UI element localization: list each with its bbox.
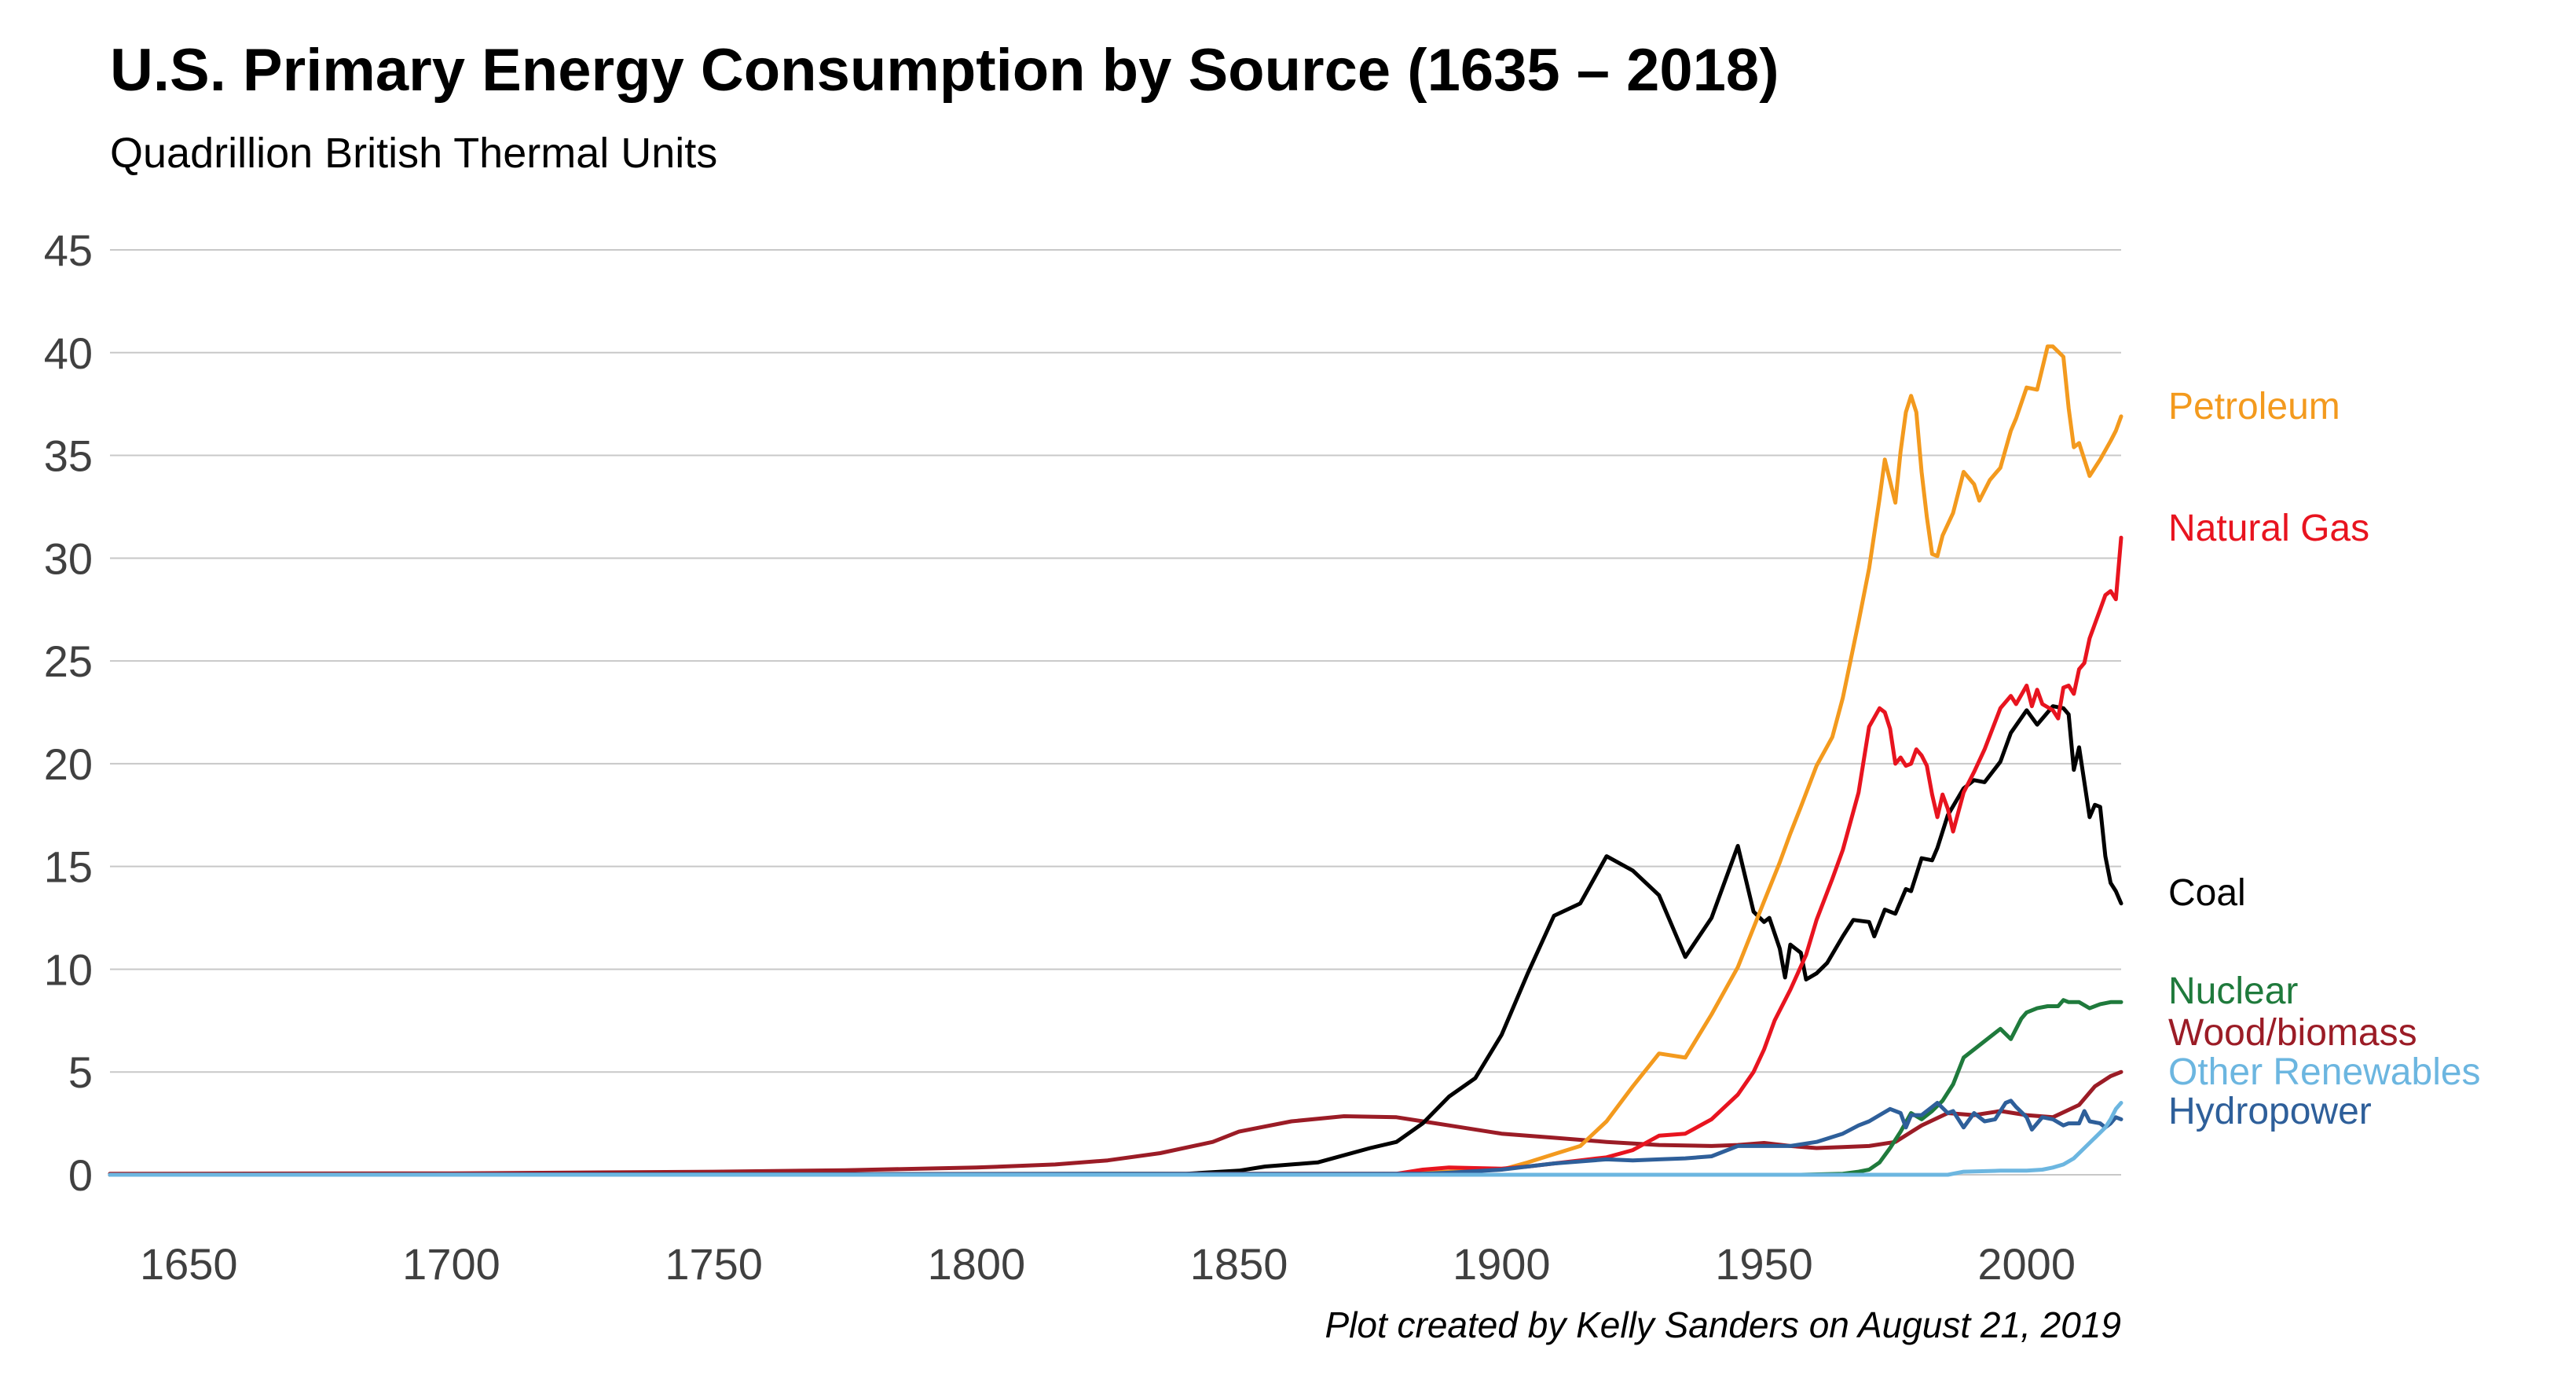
series-line-coal <box>108 704 2123 1177</box>
series-line-natural-gas <box>108 535 2123 1177</box>
series-label-natural-gas: Natural Gas <box>2168 508 2369 549</box>
series-line-nuclear <box>108 998 2123 1177</box>
series-labels: Wood/biomass Coal Petroleum Natural Gas Nucl… <box>2168 386 2481 1132</box>
series-lines <box>108 344 2123 1177</box>
y-tick-label: 40 <box>44 328 93 378</box>
x-tick-label: 1700 <box>402 1239 500 1289</box>
x-axis-ticks: 1650 1700 1750 1800 1850 1900 1950 2000 <box>140 1239 2076 1289</box>
y-tick-label: 15 <box>44 842 93 892</box>
y-tick-label: 0 <box>68 1150 93 1200</box>
x-tick-label: 1950 <box>1715 1239 1813 1289</box>
y-tick-label: 45 <box>44 226 93 275</box>
series-line-hydropower <box>108 1099 2123 1177</box>
chart-subtitle: Quadrillion British Thermal Units <box>110 130 717 177</box>
y-tick-label: 20 <box>44 739 93 789</box>
series-line-other-renewables <box>108 1101 2123 1177</box>
x-tick-label: 1850 <box>1190 1239 1288 1289</box>
y-tick-label: 30 <box>44 534 93 583</box>
x-tick-label: 1900 <box>1453 1239 1551 1289</box>
y-tick-label: 10 <box>44 945 93 994</box>
y-tick-label: 35 <box>44 431 93 481</box>
series-line-petroleum <box>108 344 2123 1177</box>
x-tick-label: 2000 <box>1977 1239 2076 1289</box>
y-tick-label: 25 <box>44 636 93 686</box>
series-label-petroleum: Petroleum <box>2168 386 2340 427</box>
y-axis-ticks: 0 5 10 15 20 25 30 35 40 45 <box>44 226 93 1200</box>
x-tick-label: 1650 <box>140 1239 238 1289</box>
series-label-nuclear: Nuclear <box>2168 970 2298 1012</box>
series-line-wood-biomass <box>108 1069 2123 1176</box>
series-label-coal: Coal <box>2168 872 2246 914</box>
x-tick-label: 1800 <box>928 1239 1026 1289</box>
series-label-other-renewables: Other Renewables <box>2168 1051 2481 1093</box>
chart-title: U.S. Primary Energy Consumption by Sourc… <box>110 37 1779 104</box>
gridlines <box>110 249 2121 1176</box>
series-label-hydropower: Hydropower <box>2168 1091 2372 1132</box>
x-tick-label: 1750 <box>665 1239 763 1289</box>
plot-credit: Plot created by Kelly Sanders on August … <box>1325 1304 2121 1345</box>
y-tick-label: 5 <box>68 1047 93 1097</box>
series-label-wood-biomass: Wood/biomass <box>2168 1012 2417 1054</box>
